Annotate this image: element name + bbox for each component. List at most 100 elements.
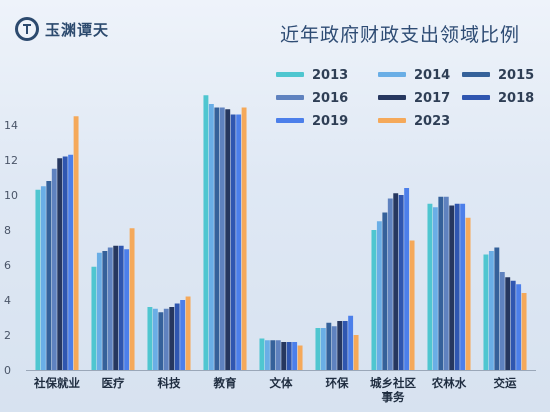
bar-2019: [516, 284, 522, 370]
bar-2014: [208, 104, 214, 370]
bar-group: [259, 338, 303, 370]
bar-2015: [214, 107, 220, 370]
bar-2013: [483, 254, 489, 370]
legend-label: 2014: [414, 68, 450, 83]
y-tick-label: 12: [4, 154, 18, 167]
legend-swatch: [276, 118, 304, 123]
x-category-label: 文体: [270, 376, 293, 390]
legend-item-2023: 2023: [378, 114, 450, 129]
legend-item-2016: 2016: [276, 91, 348, 106]
x-category-label: 交运: [494, 376, 517, 390]
bar-2023: [297, 345, 303, 370]
y-tick-label: 8: [4, 224, 11, 237]
chart-title: 近年政府财政支出领域比例: [279, 24, 520, 46]
bar-2017: [281, 342, 287, 370]
bar-group: [427, 196, 471, 370]
bar-2023: [409, 240, 415, 370]
bar-2023: [129, 228, 135, 370]
bar-group: [91, 228, 135, 370]
bar-2016: [387, 198, 393, 370]
y-tick-label: 6: [4, 259, 11, 272]
bar-2017: [337, 321, 343, 370]
legend-item-2013: 2013: [276, 68, 348, 83]
bar-2019: [404, 188, 410, 370]
legend-label: 2023: [414, 114, 450, 129]
legend-label: 2015: [498, 68, 534, 83]
bar-2018: [510, 280, 516, 370]
legend-swatch: [462, 72, 490, 77]
x-category-label: 农林水: [431, 376, 467, 390]
x-category-label: 教育: [213, 376, 237, 390]
y-tick-label: 14: [4, 119, 18, 132]
bar-2016: [499, 272, 505, 370]
bar-2013: [259, 338, 265, 370]
legend-label: 2016: [312, 91, 348, 106]
bar-2015: [326, 322, 332, 370]
legend-item-2014: 2014: [378, 68, 450, 83]
bar-2014: [320, 328, 326, 370]
bar-group: [35, 116, 79, 370]
bar-2019: [292, 342, 298, 370]
legend-item-2018: 2018: [462, 91, 534, 106]
bar-2019: [68, 154, 74, 370]
bar-2015: [438, 196, 444, 370]
legend-item-2015: 2015: [462, 68, 534, 83]
x-category-label: 社保就业: [33, 376, 80, 390]
bar-2013: [315, 328, 321, 370]
bar-2023: [73, 116, 79, 370]
bar-2019: [236, 114, 242, 370]
bar-2014: [376, 221, 382, 370]
bar-2018: [230, 114, 236, 370]
bar-2014: [40, 186, 46, 370]
bar-2019: [348, 315, 354, 370]
bar-2013: [371, 230, 377, 370]
bar-2014: [432, 207, 438, 370]
bar-2013: [427, 203, 433, 370]
bar-2018: [342, 321, 348, 370]
brand-name: 玉渊谭天: [45, 20, 110, 39]
bar-2018: [398, 195, 404, 370]
bar-2016: [163, 308, 169, 370]
bar-2015: [158, 312, 164, 370]
bar-2016: [275, 340, 281, 370]
bar-2016: [331, 326, 337, 370]
legend-label: 2013: [312, 68, 348, 83]
x-category-label: 医疗: [102, 376, 125, 390]
bar-2015: [46, 181, 52, 370]
bar-2023: [353, 335, 359, 370]
bar-2017: [169, 307, 175, 370]
y-tick-label: 4: [4, 294, 11, 307]
legend-swatch: [276, 95, 304, 100]
legend-swatch: [378, 72, 406, 77]
x-axis: 社保就业 医疗 科技 教育 文体 环保 城乡社区事务 农林水 交运: [33, 376, 517, 404]
bar-2013: [147, 307, 153, 370]
bar-2018: [286, 342, 292, 370]
y-tick-label: 0: [4, 364, 11, 377]
bar-2018: [62, 156, 68, 370]
bar-2014: [264, 340, 270, 370]
bar-2023: [185, 296, 191, 370]
bar-2013: [203, 95, 209, 370]
y-tick-label: 2: [4, 329, 11, 342]
bar-2016: [51, 168, 57, 370]
bar-2017: [393, 193, 399, 370]
bar-2015: [494, 247, 500, 370]
x-category-label: 城乡社区事务: [370, 376, 416, 404]
bar-2016: [219, 107, 225, 370]
legend-item-2017: 2017: [378, 91, 450, 106]
bar-2017: [57, 158, 63, 370]
chart-bars: [35, 95, 527, 370]
bar-2014: [96, 252, 102, 370]
bar-2013: [91, 266, 97, 370]
bar-2019: [124, 249, 130, 370]
bar-2018: [454, 203, 460, 370]
legend-swatch: [276, 72, 304, 77]
bar-2017: [113, 245, 119, 370]
x-category-label: 科技: [158, 376, 181, 390]
x-category-label: 环保: [326, 376, 349, 390]
bar-2023: [465, 217, 471, 370]
bar-2018: [174, 303, 180, 370]
legend-label: 2018: [498, 91, 534, 106]
bar-group: [315, 315, 359, 370]
bar-2017: [225, 109, 231, 370]
